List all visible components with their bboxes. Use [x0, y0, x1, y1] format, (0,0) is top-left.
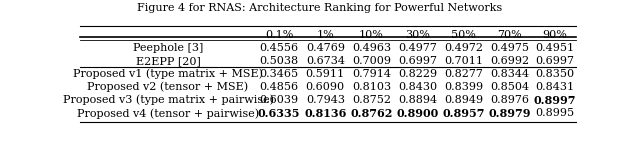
Text: Proposed v4 (tensor + pairwise): Proposed v4 (tensor + pairwise)	[77, 108, 259, 119]
Text: 0.8430: 0.8430	[398, 82, 437, 92]
Text: 0.6992: 0.6992	[490, 56, 529, 66]
Text: 0.8997: 0.8997	[533, 95, 575, 106]
Text: Figure 4 for RNAS: Architecture Ranking for Powerful Networks: Figure 4 for RNAS: Architecture Ranking …	[138, 3, 502, 13]
Text: 0.8229: 0.8229	[398, 69, 437, 79]
Text: 0.4769: 0.4769	[306, 43, 345, 53]
Text: 0.8762: 0.8762	[350, 108, 392, 119]
Text: 0.8949: 0.8949	[444, 95, 483, 105]
Text: 0.6335: 0.6335	[258, 108, 300, 119]
Text: Proposed v1 (type matrix + MSE): Proposed v1 (type matrix + MSE)	[73, 69, 263, 79]
Text: 0.7943: 0.7943	[306, 95, 345, 105]
Text: 0.8350: 0.8350	[535, 69, 574, 79]
Text: 0.8752: 0.8752	[352, 95, 391, 105]
Text: 0.4556: 0.4556	[260, 43, 299, 53]
Text: 0.7011: 0.7011	[444, 56, 483, 66]
Text: 0.8979: 0.8979	[488, 108, 531, 119]
Text: 0.6997: 0.6997	[535, 56, 574, 66]
Text: 0.6734: 0.6734	[306, 56, 345, 66]
Text: 0.7914: 0.7914	[352, 69, 391, 79]
Text: 0.8344: 0.8344	[490, 69, 529, 79]
Text: 0.8504: 0.8504	[490, 82, 529, 92]
Text: 0.8431: 0.8431	[535, 82, 574, 92]
Text: 0.8399: 0.8399	[444, 82, 483, 92]
Text: 0.6090: 0.6090	[306, 82, 345, 92]
Text: 0.4963: 0.4963	[352, 43, 391, 53]
Text: 0.8900: 0.8900	[396, 108, 438, 119]
Text: 1%: 1%	[316, 30, 334, 39]
Text: 0.4972: 0.4972	[444, 43, 483, 53]
Text: 30%: 30%	[405, 30, 430, 39]
Text: 0.8995: 0.8995	[535, 108, 574, 118]
Text: 0.1%: 0.1%	[265, 30, 293, 39]
Text: 0.3465: 0.3465	[260, 69, 299, 79]
Text: 0.8976: 0.8976	[490, 95, 529, 105]
Text: 0.4975: 0.4975	[490, 43, 529, 53]
Text: 0.6039: 0.6039	[260, 95, 299, 105]
Text: 90%: 90%	[542, 30, 567, 39]
Text: 0.6997: 0.6997	[398, 56, 437, 66]
Text: 50%: 50%	[451, 30, 476, 39]
Text: 0.8957: 0.8957	[442, 108, 485, 119]
Text: 0.8136: 0.8136	[304, 108, 346, 119]
Text: Proposed v2 (tensor + MSE): Proposed v2 (tensor + MSE)	[88, 82, 248, 92]
Text: 0.4977: 0.4977	[398, 43, 437, 53]
Text: 0.8894: 0.8894	[398, 95, 437, 105]
Text: 0.5038: 0.5038	[260, 56, 299, 66]
Text: 0.5911: 0.5911	[306, 69, 345, 79]
Text: 10%: 10%	[359, 30, 384, 39]
Text: 0.8103: 0.8103	[352, 82, 391, 92]
Text: E2EPP [20]: E2EPP [20]	[136, 56, 200, 66]
Text: 0.4951: 0.4951	[535, 43, 574, 53]
Text: 0.8277: 0.8277	[444, 69, 483, 79]
Text: Proposed v3 (type matrix + pairwise): Proposed v3 (type matrix + pairwise)	[63, 95, 273, 105]
Text: 70%: 70%	[497, 30, 522, 39]
Text: Peephole [3]: Peephole [3]	[133, 43, 204, 53]
Text: 0.4856: 0.4856	[260, 82, 299, 92]
Text: 0.7009: 0.7009	[352, 56, 391, 66]
